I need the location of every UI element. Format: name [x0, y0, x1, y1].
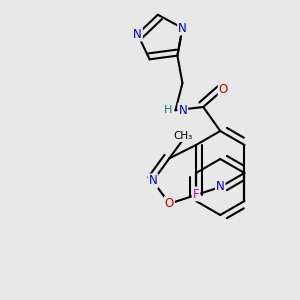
- Text: F: F: [193, 188, 199, 200]
- Text: CH₃: CH₃: [174, 131, 193, 141]
- Text: N: N: [148, 175, 157, 188]
- Text: O: O: [165, 197, 174, 210]
- Text: N: N: [133, 28, 142, 40]
- Text: N: N: [178, 104, 187, 117]
- Text: N: N: [178, 22, 187, 34]
- Text: H: H: [164, 105, 172, 115]
- Text: O: O: [219, 83, 228, 96]
- Text: N: N: [216, 181, 225, 194]
